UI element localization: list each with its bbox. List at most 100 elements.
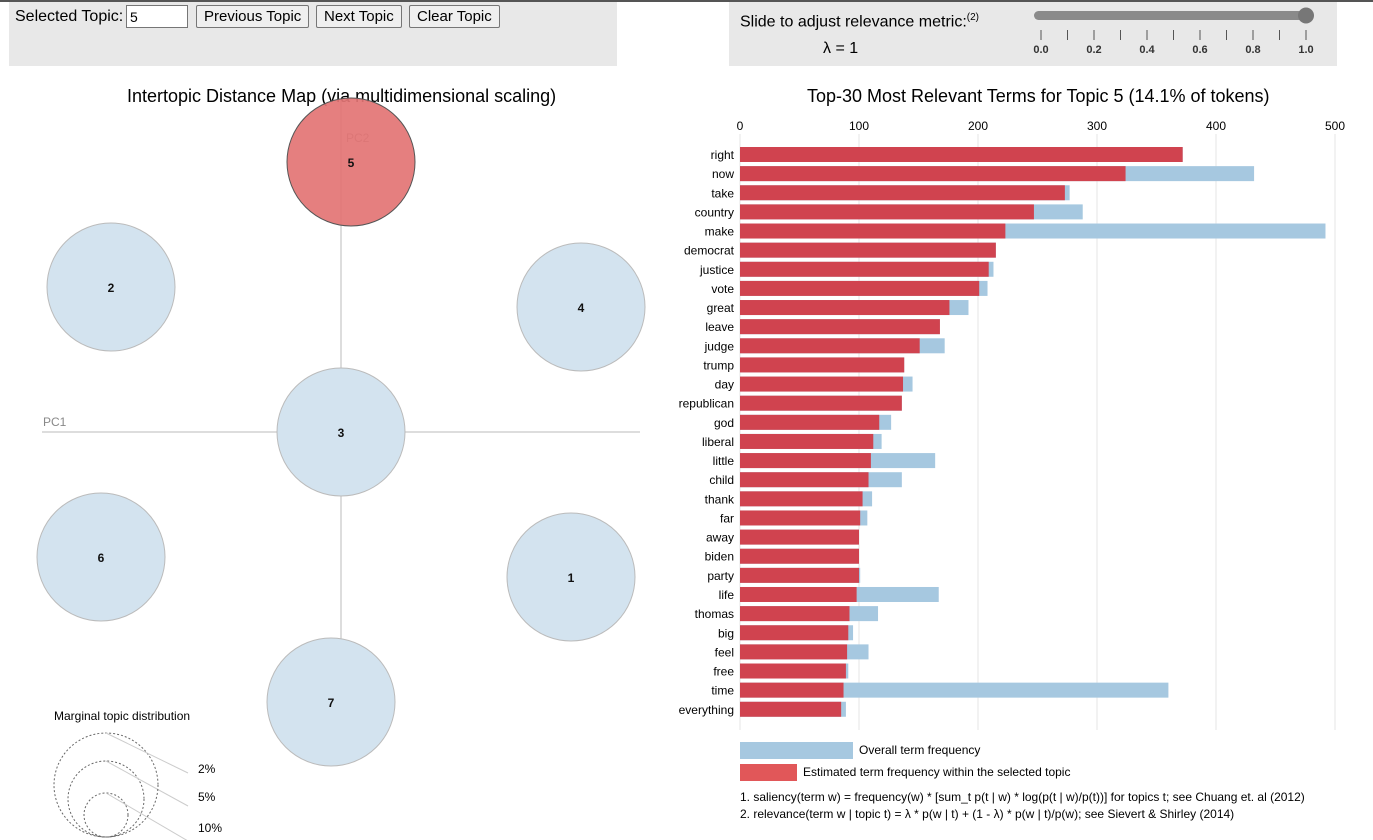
- next-topic-button[interactable]: Next Topic: [316, 5, 402, 28]
- marginal-label: 10%: [198, 821, 222, 835]
- term-label-liberal[interactable]: liberal: [702, 435, 734, 449]
- slider-tick-label: 0.8: [1245, 44, 1260, 56]
- term-label-republican[interactable]: republican: [679, 397, 734, 411]
- slider-tick-label: 0.6: [1192, 44, 1207, 56]
- topic-bar-big: [740, 625, 849, 641]
- x-tick-label: 300: [1087, 119, 1107, 133]
- topic-bar-away: [740, 529, 859, 545]
- term-label-child[interactable]: child: [709, 473, 734, 487]
- term-label-feel[interactable]: feel: [715, 645, 734, 659]
- topic-bar-right: [740, 147, 1183, 162]
- x-tick-label: 400: [1206, 119, 1226, 133]
- topic-label-1: 1: [568, 571, 575, 585]
- term-label-big[interactable]: big: [718, 626, 734, 640]
- term-label-vote[interactable]: vote: [711, 282, 734, 296]
- topic-bar-leave: [740, 319, 940, 335]
- marginal-circle: [83, 792, 129, 838]
- legend-topic-swatch: [740, 764, 797, 781]
- topic-bar-take: [740, 185, 1065, 201]
- term-label-god[interactable]: god: [714, 416, 734, 430]
- topic-circle-5[interactable]: [286, 97, 416, 227]
- topic-circle-6[interactable]: [36, 492, 166, 622]
- topic-bar-make: [740, 223, 1006, 239]
- topic-bar-everything: [740, 701, 842, 717]
- topic-bar-country: [740, 204, 1034, 220]
- slider-track[interactable]: [1034, 11, 1310, 20]
- topic-bar-little: [740, 453, 871, 469]
- topic-label-3: 3: [338, 426, 345, 440]
- topic-label-4: 4: [578, 301, 585, 315]
- pc1-label: PC1: [43, 415, 67, 429]
- topic-bar-vote: [740, 280, 980, 296]
- lambda-value-text: λ = 1: [823, 40, 859, 57]
- topic-bar-feel: [740, 644, 848, 660]
- term-label-right[interactable]: right: [711, 148, 735, 162]
- slider-tick-label: 0.2: [1086, 44, 1101, 56]
- term-label-day[interactable]: day: [715, 378, 734, 392]
- term-label-away[interactable]: away: [706, 531, 734, 545]
- topic-bar-republican: [740, 395, 902, 411]
- intertopic-distance-map[interactable]: PC1123467PC25Marginal topic distribution…: [0, 70, 680, 840]
- topic-circle-2[interactable]: [46, 222, 176, 352]
- topic-bar-democrat: [740, 242, 996, 258]
- x-tick-label: 0: [737, 119, 744, 133]
- legend-overall-swatch: [740, 742, 853, 759]
- term-label-time[interactable]: time: [711, 684, 734, 698]
- slider-tick-label: 0.4: [1139, 44, 1155, 56]
- saliency-note: 1. saliency(term w) = frequency(w) * [su…: [740, 790, 1305, 804]
- term-label-justice[interactable]: justice: [699, 263, 734, 277]
- relevance-slider[interactable]: 0.0 0.2 0.4 0.6 0.8 1.0: [729, 2, 1337, 66]
- topic-circle-7[interactable]: [266, 637, 396, 767]
- overall-bar-time: [740, 682, 1169, 698]
- topic-bar-far: [740, 510, 861, 526]
- topic-bar-great: [740, 300, 950, 316]
- topic-bar-day: [740, 376, 904, 392]
- term-label-free[interactable]: free: [713, 665, 734, 679]
- clear-topic-button[interactable]: Clear Topic: [409, 5, 500, 28]
- topic-bar-thank: [740, 491, 863, 507]
- term-label-country[interactable]: country: [695, 205, 734, 219]
- term-label-democrat[interactable]: democrat: [684, 244, 735, 258]
- topic-bar-child: [740, 472, 869, 488]
- topic-bar-party: [740, 567, 859, 583]
- topic-label-2: 2: [108, 281, 115, 295]
- term-label-party[interactable]: party: [707, 569, 734, 583]
- term-label-leave[interactable]: leave: [705, 320, 734, 334]
- topic-label-7: 7: [328, 696, 335, 710]
- term-label-judge[interactable]: judge: [704, 339, 735, 353]
- term-label-now[interactable]: now: [712, 167, 734, 181]
- topic-circle-3[interactable]: [276, 367, 406, 497]
- relevance-slider-panel: Slide to adjust relevance metric:(2) λ =…: [729, 2, 1337, 66]
- topic-bar-judge: [740, 338, 920, 354]
- term-label-far[interactable]: far: [720, 511, 734, 525]
- topic-bar-biden: [740, 548, 859, 564]
- term-label-take[interactable]: take: [711, 186, 734, 200]
- term-label-great[interactable]: great: [707, 301, 735, 315]
- topic-label-6: 6: [98, 551, 105, 565]
- slider-tick-label: 0.0: [1033, 44, 1048, 56]
- term-label-make[interactable]: make: [705, 225, 735, 239]
- term-label-thomas[interactable]: thomas: [695, 607, 734, 621]
- term-label-little[interactable]: little: [713, 454, 735, 468]
- topic-bar-now: [740, 166, 1126, 182]
- term-label-life[interactable]: life: [719, 588, 735, 602]
- topic-circle-1[interactable]: [506, 512, 636, 642]
- map-title: Intertopic Distance Map (via multidimens…: [127, 86, 557, 106]
- x-tick-label: 100: [849, 119, 869, 133]
- topic-bar-free: [740, 663, 846, 679]
- topic-circle-4[interactable]: [516, 242, 646, 372]
- term-label-everything[interactable]: everything: [679, 703, 734, 717]
- selected-topic-input[interactable]: [126, 5, 188, 28]
- marginal-circle: [67, 760, 145, 838]
- previous-topic-button[interactable]: Previous Topic: [196, 5, 310, 28]
- term-label-biden[interactable]: biden: [705, 550, 734, 564]
- topic-bar-justice: [740, 261, 989, 277]
- slider-label: Slide to adjust relevance metric:(2): [740, 12, 980, 31]
- marginal-guide-line: [105, 732, 189, 774]
- topic-bar-time: [740, 682, 844, 698]
- term-label-thank[interactable]: thank: [705, 492, 735, 506]
- topic-bar-trump: [740, 357, 905, 373]
- topic-controls-panel: Selected Topic: Previous Topic Next Topi…: [9, 2, 617, 66]
- slider-thumb[interactable]: [1298, 7, 1314, 24]
- term-label-trump[interactable]: trump: [703, 358, 734, 372]
